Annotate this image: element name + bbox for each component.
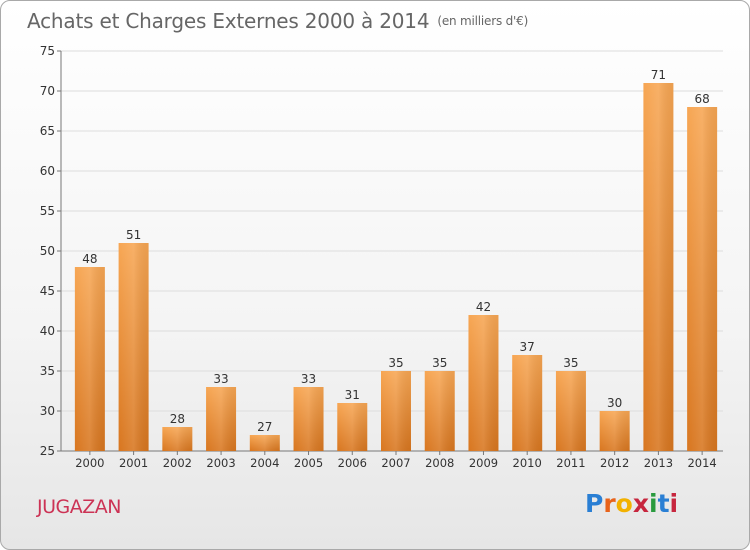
data-label: 30 bbox=[607, 396, 622, 410]
bar-sheen bbox=[424, 371, 455, 451]
bar-sheen bbox=[555, 371, 586, 451]
chart-title: Achats et Charges Externes 2000 à 2014 (e… bbox=[27, 9, 528, 33]
y-tick-label: 35 bbox=[40, 364, 55, 378]
data-label: 28 bbox=[170, 412, 185, 426]
y-tick-label: 70 bbox=[40, 84, 55, 98]
x-tick-label: 2011 bbox=[556, 456, 585, 470]
y-tick-label: 45 bbox=[40, 284, 55, 298]
y-tick-label: 55 bbox=[40, 204, 55, 218]
x-tick-label: 2003 bbox=[206, 456, 235, 470]
logo-letter: i bbox=[669, 489, 679, 518]
x-tick-label: 2007 bbox=[381, 456, 410, 470]
chart-unit: (en milliers d'€) bbox=[437, 14, 529, 28]
bar-sheen bbox=[687, 107, 718, 451]
bar-sheen bbox=[599, 411, 630, 451]
x-tick-label: 2004 bbox=[250, 456, 279, 470]
x-tick-label: 2001 bbox=[119, 456, 148, 470]
bar-sheen bbox=[468, 315, 499, 451]
x-tick-label: 2009 bbox=[469, 456, 498, 470]
y-tick-label: 60 bbox=[40, 164, 55, 178]
bar-sheen bbox=[74, 267, 105, 451]
data-label: 33 bbox=[301, 372, 316, 386]
logo-letter: x bbox=[632, 489, 649, 518]
x-tick-label: 2002 bbox=[163, 456, 192, 470]
logo-letter: P bbox=[585, 489, 604, 518]
x-tick-label: 2012 bbox=[600, 456, 629, 470]
bar-sheen bbox=[337, 403, 368, 451]
x-tick-label: 2006 bbox=[338, 456, 367, 470]
data-label: 27 bbox=[257, 420, 272, 434]
logo-letter: o bbox=[615, 489, 633, 518]
bar-sheen bbox=[643, 83, 674, 451]
data-label: 37 bbox=[520, 340, 535, 354]
y-tick-label: 40 bbox=[40, 324, 55, 338]
data-label: 35 bbox=[563, 356, 578, 370]
bar-sheen bbox=[162, 427, 193, 451]
x-tick-label: 2010 bbox=[513, 456, 542, 470]
data-label: 33 bbox=[213, 372, 228, 386]
data-label: 42 bbox=[476, 300, 491, 314]
y-tick-label: 65 bbox=[40, 124, 55, 138]
proxiti-logo[interactable]: Proxiti bbox=[585, 489, 678, 518]
chart-title-text: Achats et Charges Externes 2000 à 2014 bbox=[27, 9, 430, 33]
y-tick-label: 25 bbox=[40, 444, 55, 458]
bar-sheen bbox=[381, 371, 411, 451]
commune-name: JUGAZAN bbox=[37, 496, 121, 518]
data-label: 51 bbox=[126, 228, 141, 242]
y-tick-label: 30 bbox=[40, 404, 55, 418]
logo-letter: t bbox=[657, 489, 670, 518]
data-label: 48 bbox=[82, 252, 97, 266]
bar-sheen bbox=[512, 355, 543, 451]
logo-letter: r bbox=[603, 489, 616, 518]
data-label: 35 bbox=[388, 356, 403, 370]
x-tick-label: 2008 bbox=[425, 456, 454, 470]
y-tick-label: 50 bbox=[40, 244, 55, 258]
bar-sheen bbox=[206, 387, 237, 451]
bar-sheen bbox=[293, 387, 324, 451]
data-label: 68 bbox=[694, 92, 709, 106]
x-tick-label: 2014 bbox=[687, 456, 716, 470]
x-tick-label: 2005 bbox=[294, 456, 323, 470]
logo-letter: i bbox=[649, 489, 658, 518]
x-tick-label: 2000 bbox=[75, 456, 104, 470]
data-label: 71 bbox=[651, 68, 666, 82]
bar-sheen bbox=[118, 243, 149, 451]
x-tick-label: 2013 bbox=[644, 456, 673, 470]
y-tick-label: 75 bbox=[40, 44, 55, 58]
data-label: 31 bbox=[345, 388, 360, 402]
data-label: 35 bbox=[432, 356, 447, 370]
bar-sheen bbox=[249, 435, 280, 451]
